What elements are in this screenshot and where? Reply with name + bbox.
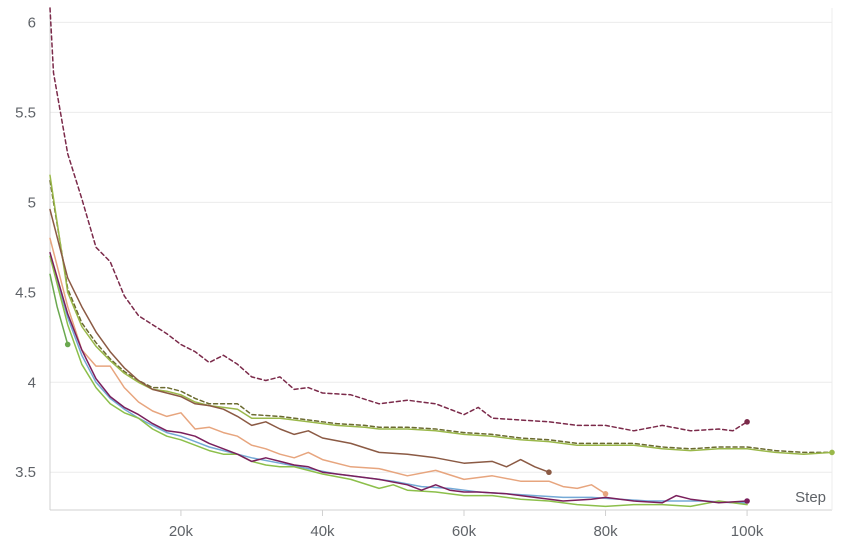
series-line-6 [49, 255, 748, 504]
series-end-dot-5 [602, 491, 609, 497]
y-tick-label: 4.5 [15, 284, 36, 301]
series-line-4 [49, 208, 550, 473]
series-line-8 [49, 255, 748, 508]
series-line-7 [49, 273, 69, 346]
x-tick-label: 100k [731, 523, 764, 540]
y-tick-label: 4 [28, 374, 36, 391]
x-tick-label: 80k [593, 523, 618, 540]
series-end-dot-4 [546, 469, 552, 476]
series-end-dot-9 [744, 498, 750, 504]
series-line-5 [49, 237, 607, 495]
series-line-3 [49, 174, 833, 455]
series-line-9 [49, 251, 748, 504]
y-tick-label: 3.5 [15, 464, 36, 481]
series-end-dots [64, 341, 835, 504]
series-line-2 [49, 179, 833, 454]
tick-labels: 3.5 4 4.5 5 5.5 6 20k 40k 60k 80k 100k [15, 14, 764, 540]
series-lines [49, 7, 833, 508]
x-tick-label: 60k [452, 523, 477, 540]
y-tick-label: 5.5 [15, 104, 36, 121]
series-line-1 [49, 7, 748, 432]
series-end-dot-3 [829, 449, 835, 456]
series-end-dot-1 [744, 419, 750, 425]
grid-lines [50, 21, 832, 473]
y-tick-label: 5 [28, 194, 36, 211]
axes [49, 8, 833, 516]
y-tick-label: 6 [28, 14, 36, 31]
x-tick-label: 20k [169, 523, 194, 540]
x-axis-title: Step [795, 489, 826, 506]
x-tick-label: 40k [310, 523, 335, 540]
series-end-dot-7 [64, 341, 71, 348]
